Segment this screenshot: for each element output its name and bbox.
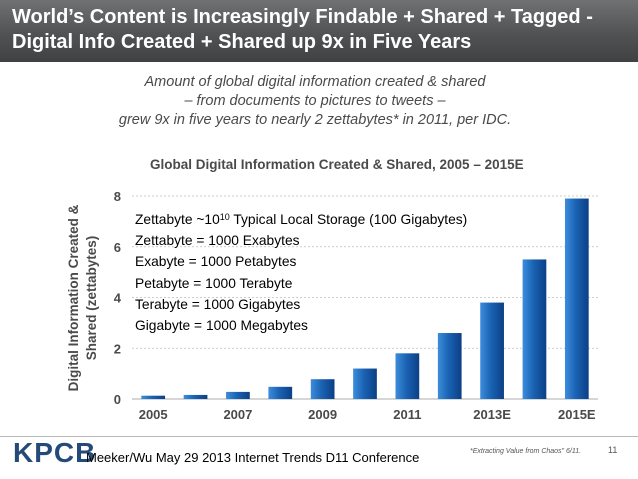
kpcb-logo: KPCB [13,437,97,468]
note-line-1: Zettabyte ~1010 Typical Local Storage (1… [135,209,467,230]
note-line-3: Exabyte = 1000 Petabytes [135,254,297,270]
y-tick-label: 6 [114,240,121,255]
source-note: *Extracting Value from Chaos" 6/11. [470,448,582,455]
bar-2010 [353,368,377,399]
footer-divider [0,436,638,437]
bar-chart: 0 2 4 6 8 2005 2007 2009 2011 2013E 2015E Digital… [66,189,598,422]
bar-2007 [226,391,250,399]
note-line-1a: Zettabyte ~10 [135,212,220,227]
header-title-line-2: Digital Info Created + Shared up 9x in F… [12,31,472,53]
x-tick-label: 2007 [223,407,252,422]
x-tick-label: 2009 [308,407,337,422]
y-axis-label: Digital Information Created & Shared (zet… [66,204,99,391]
y-tick-label: 0 [114,392,121,407]
intro-line-2: – from documents to pictures to tweets – [184,93,446,109]
bar-2008 [268,386,293,399]
bar-2015E [564,198,589,399]
bar-2011 [395,353,420,399]
intro-text: Amount of global digital information cre… [80,73,550,130]
x-tick-label: 2015E [558,407,596,422]
note-line-6: Gigabyte = 1000 Megabytes [135,318,308,334]
y-tick-label: 2 [114,341,121,356]
x-tick-label: 2011 [393,407,421,422]
note-line-1b: Typical Local Storage (100 Gigabytes) [229,212,468,227]
y-tick-labels: 0 2 4 6 8 [114,189,122,407]
bar-2014E [522,259,547,399]
slide-header: World’s Content is Increasingly Findable… [0,0,638,62]
note-line-5: Terabyte = 1000 Gigabytes [135,296,301,312]
bar-2009 [310,379,335,399]
note-line-2: Zettabyte = 1000 Exabytes [135,233,300,249]
bar-2006 [183,394,208,399]
x-tick-labels: 2005 2007 2009 2011 2013E 2015E [139,407,596,422]
x-tick-label: 2013E [473,407,511,422]
bar-2005 [141,395,166,399]
x-tick-label: 2005 [139,407,168,422]
y-tick-label: 8 [114,189,121,204]
note-line-1-superscript: 10 [219,212,230,222]
footer-citation: Meeker/Wu May 29 2013 Internet Trends D1… [86,450,420,465]
chart-title: Global Digital Information Created & Sha… [150,157,524,172]
header-title-line-1: World’s Content is Increasingly Findable… [12,6,593,28]
intro-line-1: Amount of global digital information cre… [144,74,486,90]
intro-line-3: grew 9x in five years to nearly 2 zettab… [118,112,512,128]
bar-2013E [480,302,504,399]
note-line-4: Petabyte = 1000 Terabyte [135,275,293,291]
bar-2012E [437,333,462,399]
y-tick-label: 4 [114,291,122,306]
page-number: 11 [608,445,618,455]
bars [141,198,589,399]
storage-units-note: Zettabyte ~1010 Typical Local Storage (1… [135,209,467,336]
